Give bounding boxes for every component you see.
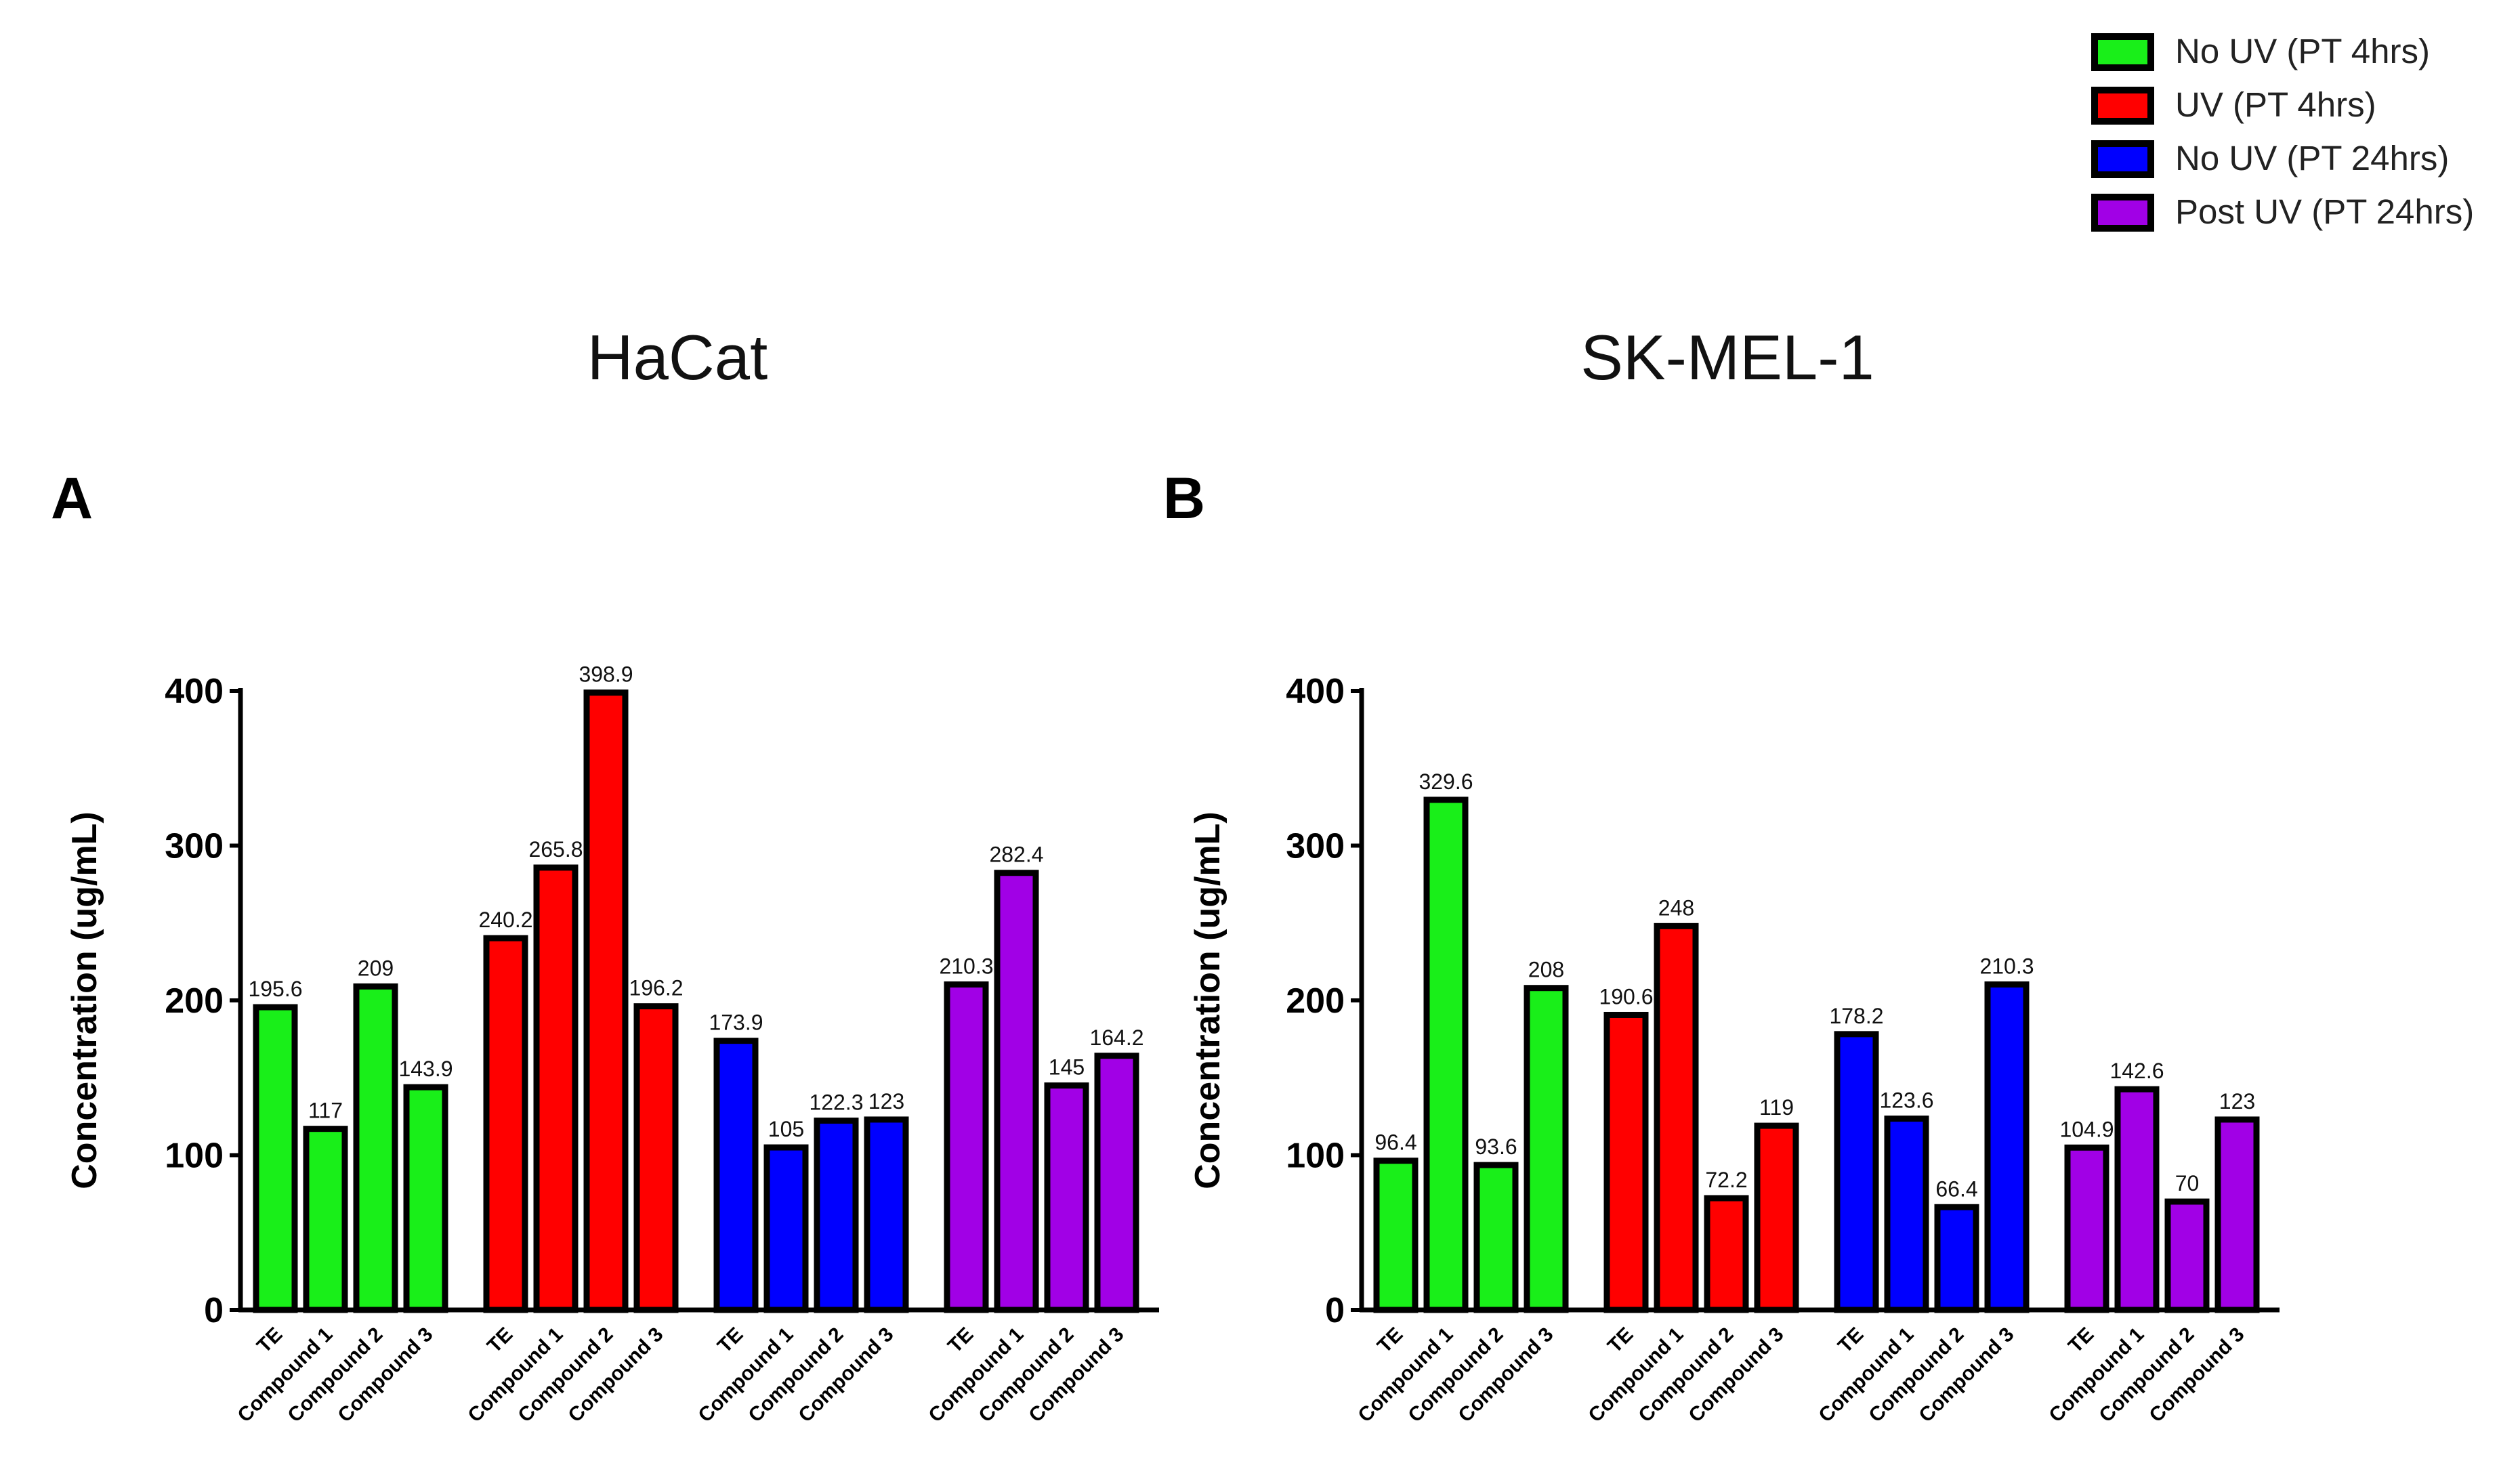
legend-swatch-post-uv-pt-24hrs: [2091, 194, 2154, 232]
bar-value-label: 209: [358, 956, 394, 980]
legend-label-post-uv-pt-24hrs: Post UV (PT 24hrs): [2175, 192, 2474, 231]
bar-no-uv-pt-4hrs-te: [253, 1004, 298, 1313]
y-tick-label: 0: [204, 1291, 224, 1330]
bar-no-uv-pt-24hrs-te: [1834, 1031, 1879, 1313]
y-tick-label: 300: [165, 827, 224, 866]
bar-value-label: 164.2: [1089, 1025, 1143, 1050]
legend-label-uv-pt-4hrs: UV (PT 4hrs): [2175, 85, 2376, 124]
bar-value-label: 178.2: [1829, 1004, 1883, 1028]
bar-no-uv-pt-4hrs-compound-1: [303, 1126, 348, 1313]
bar-uv-pt-4hrs-compound-3: [1754, 1122, 1799, 1313]
y-tick-label: 200: [165, 981, 224, 1021]
bar-value-label: 190.6: [1599, 984, 1653, 1009]
chart-title: SK-MEL-1: [1580, 322, 1874, 393]
bar-no-uv-pt-24hrs-te: [713, 1038, 759, 1313]
bar-no-uv-pt-24hrs-compound-3: [1984, 981, 2030, 1313]
bar-no-uv-pt-24hrs-compound-1: [763, 1144, 809, 1313]
bar-uv-pt-4hrs-compound-2: [1704, 1195, 1749, 1313]
bar-no-uv-pt-4hrs-te: [1373, 1158, 1419, 1313]
bar-no-uv-pt-24hrs-compound-2: [814, 1118, 859, 1313]
bar-value-label: 119: [1759, 1095, 1794, 1120]
bar-post-uv-pt-24hrs-compound-2: [1044, 1082, 1089, 1313]
bar-uv-pt-4hrs-compound-3: [633, 1003, 679, 1313]
bar-value-label: 145: [1049, 1055, 1085, 1080]
bar-no-uv-pt-24hrs-compound-2: [1934, 1204, 1979, 1313]
bar-no-uv-pt-4hrs-compound-2: [353, 983, 398, 1313]
legend-swatch-uv-pt-4hrs: [2091, 87, 2154, 125]
bar-value-label: 70: [2175, 1171, 2200, 1195]
legend-swatch-no-uv-pt-24hrs: [2091, 140, 2154, 178]
y-tick-label: 300: [1286, 827, 1345, 866]
bar-no-uv-pt-4hrs-compound-3: [1524, 985, 1569, 1313]
bar-value-label: 210.3: [1979, 954, 2034, 978]
bar-value-label: 208: [1528, 958, 1564, 982]
bar-value-label: 282.4: [989, 843, 1043, 867]
bar-no-uv-pt-4hrs-compound-2: [1473, 1162, 1519, 1313]
bar-post-uv-pt-24hrs-compound-1: [994, 870, 1039, 1313]
bar-post-uv-pt-24hrs-compound-2: [2164, 1198, 2210, 1313]
bar-value-label: 195.6: [248, 977, 302, 1001]
bar-no-uv-pt-24hrs-compound-1: [1884, 1116, 1929, 1313]
bar-value-label: 123: [868, 1089, 904, 1114]
bar-value-label: 398.9: [579, 662, 633, 687]
panel-letter: A: [51, 466, 93, 531]
bar-value-label: 196.2: [629, 976, 683, 1000]
bar-uv-pt-4hrs-te: [483, 935, 528, 1313]
bar-value-label: 123.6: [1879, 1088, 1933, 1113]
bar-value-label: 66.4: [1935, 1176, 1977, 1201]
bar-uv-pt-4hrs-te: [1603, 1011, 1649, 1313]
legend-label-no-uv-pt-4hrs: No UV (PT 4hrs): [2175, 32, 2430, 70]
bar-post-uv-pt-24hrs-te: [944, 981, 989, 1313]
bar-value-label: 210.3: [939, 954, 993, 978]
bar-value-label: 72.2: [1705, 1168, 1747, 1192]
bar-uv-pt-4hrs-compound-2: [583, 690, 629, 1313]
panel-letter: B: [1163, 466, 1205, 531]
bar-value-label: 143.9: [398, 1057, 453, 1081]
bar-value-label: 240.2: [478, 908, 532, 932]
y-tick-label: 100: [1286, 1137, 1345, 1176]
bar-uv-pt-4hrs-compound-1: [1654, 923, 1699, 1313]
bar-value-label: 173.9: [709, 1011, 763, 1035]
bar-post-uv-pt-24hrs-compound-1: [2114, 1086, 2160, 1313]
y-tick-label: 0: [1325, 1291, 1345, 1330]
y-tick-label: 400: [1286, 672, 1345, 711]
chart-hacat: HaCat A Concentration (ug/mL) 0 100 200 300 400…: [51, 322, 1159, 1427]
legend-swatch-no-uv-pt-4hrs: [2091, 33, 2154, 71]
bar-value-label: 93.6: [1475, 1135, 1517, 1159]
y-tick-label: 200: [1286, 981, 1345, 1021]
y-axis-label: Concentration (ug/mL): [1188, 811, 1227, 1189]
bar-value-label: 105: [768, 1117, 804, 1141]
bar-value-label: 96.4: [1374, 1130, 1416, 1155]
bar-value-label: 117: [308, 1099, 343, 1123]
chart-title: HaCat: [587, 322, 768, 393]
bar-value-label: 265.8: [528, 837, 583, 862]
bar-post-uv-pt-24hrs-compound-3: [1094, 1053, 1139, 1313]
bar-no-uv-pt-4hrs-compound-3: [403, 1084, 448, 1313]
bar-value-label: 123: [2219, 1089, 2255, 1114]
bar-uv-pt-4hrs-compound-1: [533, 864, 579, 1313]
bar-post-uv-pt-24hrs-te: [2064, 1144, 2109, 1313]
bar-value-label: 104.9: [2059, 1117, 2114, 1141]
bar-post-uv-pt-24hrs-compound-3: [2214, 1116, 2260, 1313]
bar-value-label: 329.6: [1419, 769, 1473, 794]
bar-no-uv-pt-4hrs-compound-1: [1423, 797, 1469, 1313]
bar-value-label: 142.6: [2109, 1059, 2164, 1083]
y-axis-label: Concentration (ug/mL): [65, 811, 104, 1189]
legend: No UV (PT 4hrs) UV (PT 4hrs) No UV (PT 24h…: [2091, 32, 2474, 232]
y-tick-label: 100: [165, 1137, 224, 1176]
y-tick-label: 400: [165, 672, 224, 711]
legend-label-no-uv-pt-24hrs: No UV (PT 24hrs): [2175, 139, 2449, 177]
bar-value-label: 122.3: [809, 1090, 863, 1115]
bar-value-label: 248: [1658, 895, 1694, 920]
bar-no-uv-pt-24hrs-compound-3: [864, 1116, 909, 1313]
